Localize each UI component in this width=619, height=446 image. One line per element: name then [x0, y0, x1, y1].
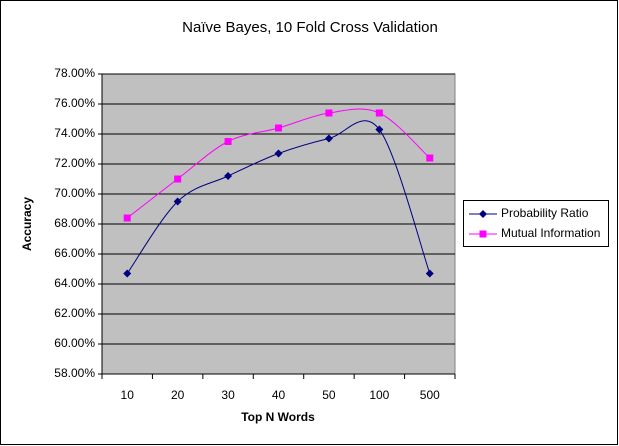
x-tick-label: 10 — [121, 388, 135, 402]
y-tick-label: 78.00% — [54, 66, 95, 80]
y-tick-label: 64.00% — [54, 276, 95, 290]
marker — [426, 154, 434, 162]
marker — [274, 149, 283, 158]
y-tick-label: 68.00% — [54, 216, 95, 230]
legend-label: Probability Ratio — [501, 206, 589, 220]
y-axis-label: Accuracy — [20, 197, 34, 251]
legend-marker — [479, 230, 487, 238]
x-tick-label: 40 — [272, 388, 286, 402]
x-tick-label: 30 — [221, 388, 235, 402]
x-tick-label: 20 — [171, 388, 185, 402]
y-tick-label: 76.00% — [54, 96, 95, 110]
marker — [324, 134, 333, 143]
y-tick-label: 66.00% — [54, 246, 95, 260]
legend-marker — [479, 210, 487, 218]
legend-label: Mutual Information — [501, 226, 600, 240]
marker — [325, 109, 333, 117]
x-tick-label: 500 — [420, 388, 440, 402]
y-tick-label: 70.00% — [54, 186, 95, 200]
y-tick-label: 62.00% — [54, 306, 95, 320]
legend — [463, 200, 609, 247]
y-tick-label: 74.00% — [54, 126, 95, 140]
marker — [375, 109, 383, 117]
marker — [275, 124, 282, 132]
x-tick-label: 50 — [322, 388, 336, 402]
marker — [224, 172, 233, 180]
y-tick-label: 60.00% — [54, 336, 95, 350]
marker — [123, 214, 131, 222]
marker — [174, 175, 182, 183]
x-axis-label: Top N Words — [241, 410, 315, 424]
marker — [425, 269, 434, 278]
marker — [224, 138, 232, 145]
y-tick-label: 72.00% — [54, 156, 95, 170]
y-tick-label: 58.00% — [54, 366, 95, 380]
marker — [123, 269, 132, 278]
marker — [173, 197, 182, 206]
chart-title: Naïve Bayes, 10 Fold Cross Validation — [182, 19, 438, 36]
x-tick-label: 100 — [369, 388, 389, 402]
marker — [375, 125, 384, 134]
